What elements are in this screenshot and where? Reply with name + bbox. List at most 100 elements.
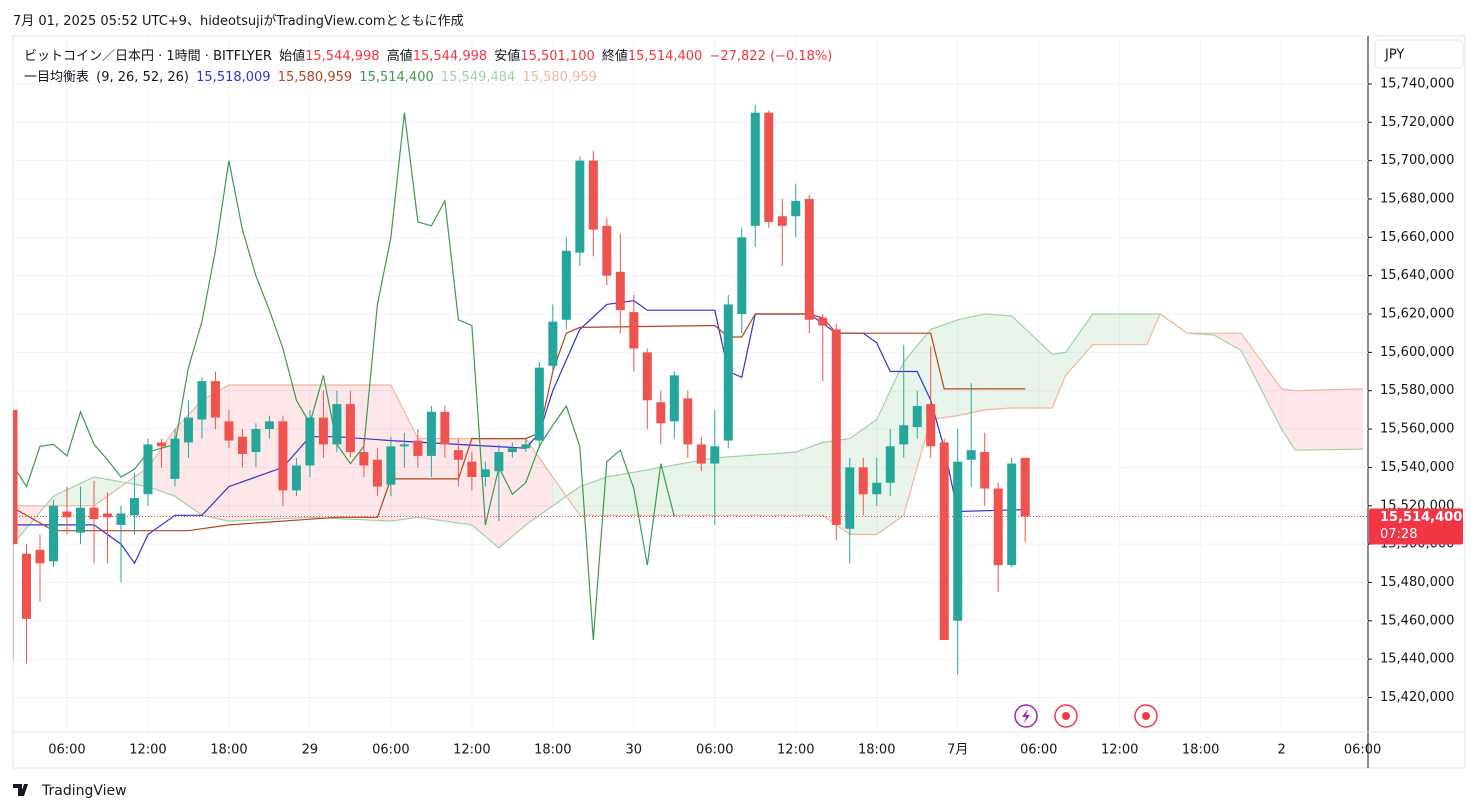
- candle-body: [548, 321, 558, 366]
- cloud-line: [13, 313, 1363, 536]
- last-price-label: 15,514,400: [1380, 510, 1462, 525]
- candle-body: [656, 402, 666, 424]
- x-tick-label: 06:00: [48, 743, 85, 758]
- cloud-segment: [984, 314, 1012, 410]
- candle-body: [1020, 457, 1030, 517]
- candle-body: [818, 317, 828, 326]
- x-tick-label: 18:00: [1182, 743, 1219, 758]
- x-tick-label: 12:00: [1101, 743, 1138, 758]
- cloud-segment: [930, 319, 958, 420]
- candle-body: [345, 404, 355, 453]
- x-tick-label: 12:00: [777, 743, 814, 758]
- cloud-segment: [471, 438, 499, 548]
- candle-body: [386, 446, 396, 485]
- candle-body: [750, 112, 760, 226]
- candle-body: [683, 398, 693, 445]
- close-label: 終値: [601, 49, 628, 64]
- candle-body: [305, 417, 315, 466]
- cloud-segment: [201, 384, 229, 522]
- candle-body: [62, 511, 72, 518]
- candle-body: [912, 406, 922, 428]
- candle-body: [561, 250, 571, 320]
- legend-row: ビットコイン／日本円 · 1時間 · BITFLYER 始値15,544,998…: [24, 45, 835, 64]
- footer: TradingView: [41, 783, 127, 799]
- candle-body: [426, 411, 436, 456]
- candle-body: [575, 160, 585, 253]
- candle-body: [75, 507, 85, 533]
- cloud-segment: [1241, 333, 1282, 430]
- x-tick-label: 29: [302, 743, 319, 758]
- x-tick-label: 06:00: [372, 743, 409, 758]
- candle-body: [953, 461, 963, 621]
- indicator-value: 15,514,400: [359, 70, 434, 85]
- candle-body: [899, 425, 909, 445]
- candle-body: [102, 513, 112, 518]
- last-price-box: [1369, 508, 1463, 545]
- x-tick-label: 06:00: [1020, 743, 1057, 758]
- candle-body: [696, 444, 706, 464]
- cloud-segment: [525, 438, 553, 525]
- candle-body: [764, 112, 774, 222]
- candle-body: [872, 482, 882, 495]
- y-tick-label: 15,680,000: [1380, 191, 1454, 206]
- candle-body: [993, 488, 1003, 566]
- cloud-segment: [1065, 314, 1093, 376]
- candle-body: [129, 498, 139, 516]
- indicator-value: 15,518,009: [196, 70, 271, 85]
- candle-body: [332, 404, 342, 445]
- candle-body: [642, 352, 652, 401]
- y-tick-label: 15,660,000: [1380, 230, 1454, 245]
- indicator-value: 15,549,484: [440, 70, 516, 85]
- candle-body: [737, 237, 747, 315]
- currency-box[interactable]: [1374, 39, 1464, 69]
- candle-body: [467, 461, 477, 477]
- candle-body: [615, 271, 625, 311]
- candle-body: [116, 513, 126, 525]
- logo: [13, 784, 28, 796]
- candle-body: [710, 446, 720, 464]
- frame: [12, 35, 1466, 769]
- candle-body: [170, 438, 180, 479]
- candle-body: [926, 404, 936, 447]
- indicator-line: [13, 112, 675, 641]
- candle-body: [453, 450, 463, 460]
- y-tick-label: 15,440,000: [1380, 652, 1454, 667]
- y-tick-label: 15,640,000: [1380, 268, 1454, 283]
- params: (9, 26, 52, 26): [96, 70, 189, 85]
- x-tick-label: 30: [626, 743, 643, 758]
- candle-body: [939, 442, 949, 640]
- candle-body: [966, 450, 976, 460]
- x-tick-label: 18:00: [858, 743, 895, 758]
- indicator-value: 15,580,959: [522, 70, 597, 85]
- y-tick-label: 15,540,000: [1380, 460, 1454, 475]
- candle-body: [440, 411, 450, 445]
- candle-body: [629, 312, 639, 349]
- indicator-value: 15,580,959: [277, 70, 353, 85]
- x-tick-label: 7月: [947, 743, 968, 758]
- cloud-segment: [1092, 314, 1147, 345]
- candle-body: [13, 409, 18, 545]
- x-tick-label: 06:00: [696, 743, 733, 758]
- open: 15,544,998: [305, 49, 380, 64]
- symbol: ビットコイン／日本円 · 1時間 · BITFLYER: [24, 49, 272, 64]
- candles: [13, 105, 1030, 675]
- candle-body: [35, 549, 45, 564]
- x-tick-label: 12:00: [453, 743, 490, 758]
- cloud-segment: [228, 384, 310, 522]
- open-label: 始値: [279, 49, 306, 64]
- candle-body: [278, 421, 288, 491]
- candle-body: [602, 225, 612, 276]
- cloud-segment: [1281, 388, 1296, 451]
- y-tick-label: 15,560,000: [1380, 422, 1454, 437]
- candle-body: [980, 452, 990, 489]
- countdown: 07:28: [1380, 527, 1417, 542]
- y-tick-label: 15,740,000: [1380, 76, 1454, 91]
- x-tick-label: 18:00: [534, 743, 571, 758]
- candle-body: [480, 469, 490, 477]
- cloud-segment: [1295, 388, 1363, 451]
- low: 15,501,100: [520, 49, 595, 64]
- candle-body: [588, 160, 598, 230]
- watermark: 7月 01, 2025 05:52 UTC+9、hideotsujiがTradi…: [13, 14, 464, 29]
